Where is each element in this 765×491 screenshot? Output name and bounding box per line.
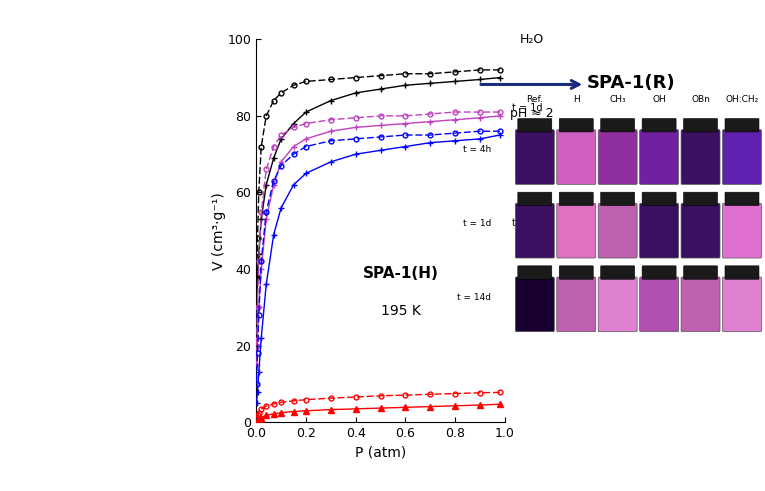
FancyBboxPatch shape <box>684 192 718 206</box>
FancyBboxPatch shape <box>722 130 761 185</box>
Text: 195 K: 195 K <box>380 303 421 318</box>
FancyBboxPatch shape <box>642 266 676 279</box>
FancyBboxPatch shape <box>722 203 761 258</box>
FancyBboxPatch shape <box>516 277 555 332</box>
FancyBboxPatch shape <box>518 266 552 279</box>
FancyBboxPatch shape <box>557 203 596 258</box>
FancyBboxPatch shape <box>640 277 679 332</box>
Text: t = 4h: t = 4h <box>463 145 491 154</box>
FancyBboxPatch shape <box>684 266 718 279</box>
Text: t = 14d: t = 14d <box>457 293 491 301</box>
FancyBboxPatch shape <box>557 130 596 185</box>
Text: t = 14d: t = 14d <box>513 218 549 228</box>
FancyBboxPatch shape <box>681 277 720 332</box>
FancyBboxPatch shape <box>516 130 555 185</box>
Text: OH:CH₂: OH:CH₂ <box>725 95 759 104</box>
Text: CH₃: CH₃ <box>610 95 626 104</box>
FancyBboxPatch shape <box>722 277 761 332</box>
FancyBboxPatch shape <box>640 203 679 258</box>
Text: t = 1d: t = 1d <box>513 103 543 113</box>
FancyBboxPatch shape <box>598 277 637 332</box>
FancyBboxPatch shape <box>559 118 593 132</box>
FancyBboxPatch shape <box>601 266 635 279</box>
FancyBboxPatch shape <box>601 118 635 132</box>
Text: Ref.: Ref. <box>526 95 543 104</box>
FancyBboxPatch shape <box>725 192 759 206</box>
Text: OBn: OBn <box>691 95 710 104</box>
FancyBboxPatch shape <box>516 203 555 258</box>
FancyBboxPatch shape <box>681 130 720 185</box>
FancyBboxPatch shape <box>601 192 635 206</box>
Text: H₂O: H₂O <box>519 32 544 46</box>
FancyBboxPatch shape <box>642 118 676 132</box>
FancyBboxPatch shape <box>598 203 637 258</box>
FancyBboxPatch shape <box>684 118 718 132</box>
FancyBboxPatch shape <box>518 118 552 132</box>
FancyBboxPatch shape <box>725 118 759 132</box>
Text: H: H <box>573 95 580 104</box>
FancyBboxPatch shape <box>640 130 679 185</box>
Y-axis label: V (cm³·g⁻¹): V (cm³·g⁻¹) <box>212 192 226 270</box>
FancyBboxPatch shape <box>642 192 676 206</box>
FancyBboxPatch shape <box>725 266 759 279</box>
FancyBboxPatch shape <box>598 130 637 185</box>
X-axis label: P (atm): P (atm) <box>355 446 406 460</box>
Text: SPA-1(H): SPA-1(H) <box>363 266 438 280</box>
FancyBboxPatch shape <box>518 192 552 206</box>
Text: SPA-1(R): SPA-1(R) <box>587 75 675 92</box>
FancyBboxPatch shape <box>559 192 593 206</box>
FancyBboxPatch shape <box>557 277 596 332</box>
FancyBboxPatch shape <box>559 266 593 279</box>
Text: OH: OH <box>653 95 666 104</box>
FancyBboxPatch shape <box>681 203 720 258</box>
Text: pH ≈ 2: pH ≈ 2 <box>509 107 554 120</box>
Text: t = 1d: t = 1d <box>463 219 491 228</box>
